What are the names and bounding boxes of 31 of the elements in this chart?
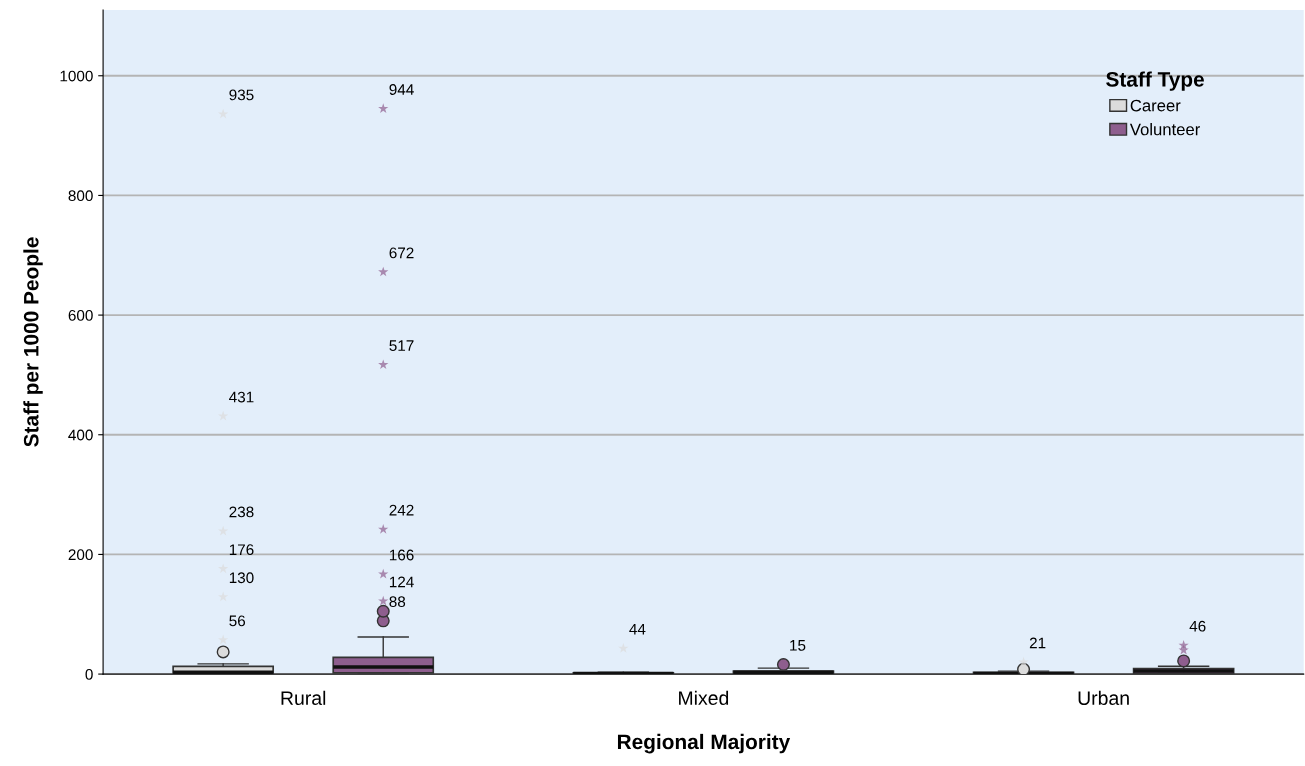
annotation: 517 [389, 340, 414, 352]
y-tick-label: 400 [68, 429, 93, 441]
legend-label: Career [1130, 99, 1181, 112]
x-tick-label: Urban [1078, 690, 1129, 706]
annotation: 56 [229, 615, 246, 627]
annotation: 124 [389, 576, 414, 588]
annotation: 130 [229, 572, 254, 584]
annotation: 431 [229, 391, 254, 403]
annotation: 944 [389, 84, 414, 95]
annotation: 15 [790, 640, 806, 651]
y-tick-label: 0 [85, 668, 93, 680]
x-tick-label: Mixed [679, 690, 729, 706]
annotation: 21 [1029, 637, 1046, 649]
annotation: 176 [229, 544, 254, 556]
annotation: 46 [1189, 620, 1206, 632]
y-tick-label: 1000 [60, 70, 93, 82]
annotation: 935 [229, 89, 254, 101]
annotation: 238 [229, 506, 254, 518]
x-axis-title: Regional Majority [617, 733, 791, 754]
y-tick-label: 800 [68, 190, 93, 202]
annotation: 88 [389, 596, 406, 608]
annotation: 672 [389, 247, 414, 259]
x-tick-label: Rural [281, 690, 326, 706]
y-tick-label: 200 [68, 549, 93, 561]
annotation: 242 [389, 504, 414, 516]
annotation: 166 [389, 549, 414, 561]
annotation: 44 [629, 623, 646, 635]
y-axis-title: Staff per 1000 People [23, 237, 43, 447]
y-tick-label: 600 [68, 309, 93, 321]
legend-title: Staff Type [1106, 71, 1204, 91]
legend-label: Volunteer [1129, 123, 1201, 136]
